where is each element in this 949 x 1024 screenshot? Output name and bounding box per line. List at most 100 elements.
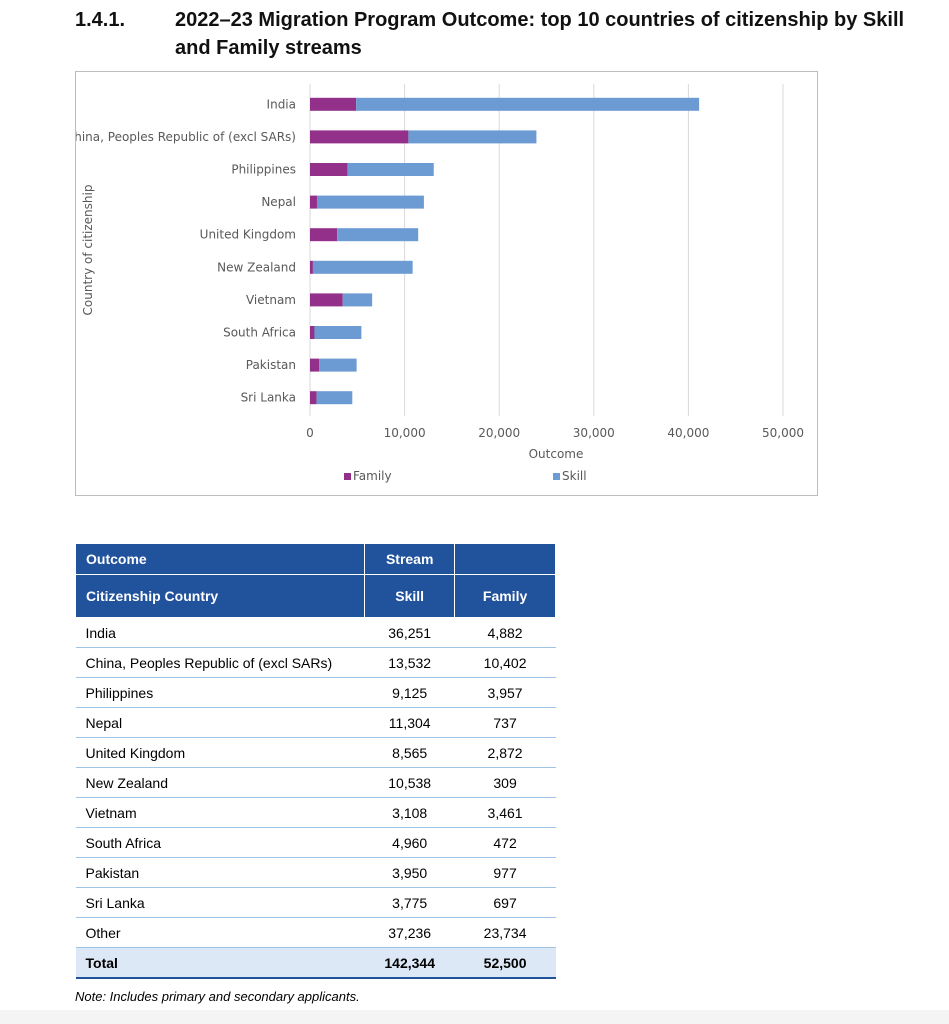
header-family: Family	[454, 574, 556, 618]
cell-family: 4,882	[454, 617, 556, 648]
cell-family: 2,872	[454, 737, 556, 768]
x-tick-label: 0	[306, 426, 314, 440]
bar-family	[310, 293, 343, 307]
table-header-row: Citizenship Country Skill Family	[74, 574, 556, 618]
cell-skill: 9,125	[364, 677, 455, 708]
header-citizenship-country: Citizenship Country	[74, 574, 366, 618]
x-tick-label: 40,000	[667, 426, 709, 440]
header-skill: Skill	[364, 574, 456, 618]
cell-country: New Zealand	[75, 767, 365, 798]
cell-family: 737	[454, 707, 556, 738]
table-row: Pakistan 3,950 977	[75, 857, 556, 888]
bar-skill	[316, 195, 424, 209]
cell-family: 10,402	[454, 647, 556, 678]
legend-swatch	[344, 473, 351, 480]
table-row: India 36,251 4,882	[75, 617, 556, 648]
cell-skill: 37,236	[364, 917, 455, 948]
header-stream: Stream	[364, 543, 456, 575]
x-tick-label: 50,000	[762, 426, 804, 440]
chart-container: India China, Peoples Republic of (excl SA…	[75, 71, 818, 496]
cell-family: 3,461	[454, 797, 556, 828]
bar-family	[310, 358, 320, 372]
cell-skill: 4,960	[364, 827, 455, 858]
category-label: Vietnam	[246, 293, 296, 307]
chart-legend: Family Skill	[344, 469, 587, 483]
total-skill: 142,344	[364, 947, 455, 979]
cell-country: Other	[75, 917, 365, 948]
bar-family	[310, 326, 315, 339]
cell-family: 977	[454, 857, 556, 888]
cell-skill: 13,532	[364, 647, 455, 678]
cell-skill: 11,304	[364, 707, 455, 738]
cell-country: India	[75, 617, 365, 648]
table-row: Vietnam 3,108 3,461	[75, 797, 556, 828]
category-label: Philippines	[231, 163, 296, 177]
bar-skill	[356, 97, 700, 111]
cell-skill: 10,538	[364, 767, 455, 798]
table-row: Sri Lanka 3,775 697	[75, 887, 556, 918]
cell-country: Pakistan	[75, 857, 365, 888]
bar-family	[310, 391, 317, 405]
cell-country: United Kingdom	[75, 737, 365, 768]
cell-country: Vietnam	[75, 797, 365, 828]
bar-family	[310, 163, 348, 176]
table-row: South Africa 4,960 472	[75, 827, 556, 858]
table-row: New Zealand 10,538 309	[75, 767, 556, 798]
outcome-table: Outcome Stream Citizenship Country Skill…	[74, 543, 556, 979]
section-title: 2022–23 Migration Program Outcome: top 1…	[175, 9, 905, 59]
cell-country: Nepal	[75, 707, 365, 738]
bar-family	[310, 228, 338, 242]
cell-family: 697	[454, 887, 556, 918]
cell-family: 309	[454, 767, 556, 798]
category-label: Nepal	[261, 195, 296, 209]
stacked-bar-chart: India China, Peoples Republic of (excl SA…	[76, 84, 804, 483]
header-outcome: Outcome	[74, 543, 366, 575]
cell-country: China, Peoples Republic of (excl SARs)	[75, 647, 365, 678]
bar-family	[310, 260, 313, 274]
bar-family	[310, 130, 409, 144]
table-total-row: Total 142,344 52,500	[75, 947, 556, 979]
cell-country: Philippines	[75, 677, 365, 708]
table-row: United Kingdom 8,565 2,872	[75, 737, 556, 768]
x-tick-label: 10,000	[384, 426, 426, 440]
category-label: Pakistan	[246, 358, 296, 372]
bar-skill	[408, 130, 537, 144]
total-family: 52,500	[454, 947, 556, 979]
cell-skill: 36,251	[364, 617, 455, 648]
total-label: Total	[75, 947, 365, 979]
bar-skill	[347, 163, 434, 176]
bar-skill	[312, 260, 413, 274]
cell-family: 3,957	[454, 677, 556, 708]
legend-label: Skill	[562, 469, 587, 483]
cell-skill: 8,565	[364, 737, 455, 768]
x-tick-label: 20,000	[478, 426, 520, 440]
cell-family: 23,734	[454, 917, 556, 948]
table-row: China, Peoples Republic of (excl SARs) 13…	[75, 647, 556, 678]
category-label: China, Peoples Republic of (excl SARs)	[76, 130, 296, 144]
category-label: United Kingdom	[200, 228, 296, 242]
bar-skill	[316, 391, 353, 405]
table-header-row: Outcome Stream	[74, 543, 556, 575]
bar-family	[310, 195, 317, 209]
legend-label: Family	[353, 469, 392, 483]
cell-skill: 3,108	[364, 797, 455, 828]
category-label: Sri Lanka	[241, 391, 296, 405]
header-empty	[454, 543, 556, 575]
bar-family	[310, 97, 357, 111]
table-note: Note: Includes primary and secondary app…	[75, 989, 360, 1004]
bar-skill	[319, 358, 357, 372]
cell-family: 472	[454, 827, 556, 858]
category-label: New Zealand	[217, 260, 296, 274]
page-bottom-edge	[0, 1010, 949, 1024]
cell-country: South Africa	[75, 827, 365, 858]
table-row: Philippines 9,125 3,957	[75, 677, 556, 708]
table-row: Other 37,236 23,734	[75, 917, 556, 948]
section-number: 1.4.1.	[75, 9, 126, 31]
cell-country: Sri Lanka	[75, 887, 365, 918]
x-axis-label: Outcome	[529, 447, 584, 461]
bar-skill	[337, 228, 419, 242]
cell-skill: 3,775	[364, 887, 455, 918]
category-label: South Africa	[223, 326, 296, 340]
y-axis-label: Country of citizenship	[81, 185, 95, 316]
legend-swatch	[553, 473, 560, 480]
